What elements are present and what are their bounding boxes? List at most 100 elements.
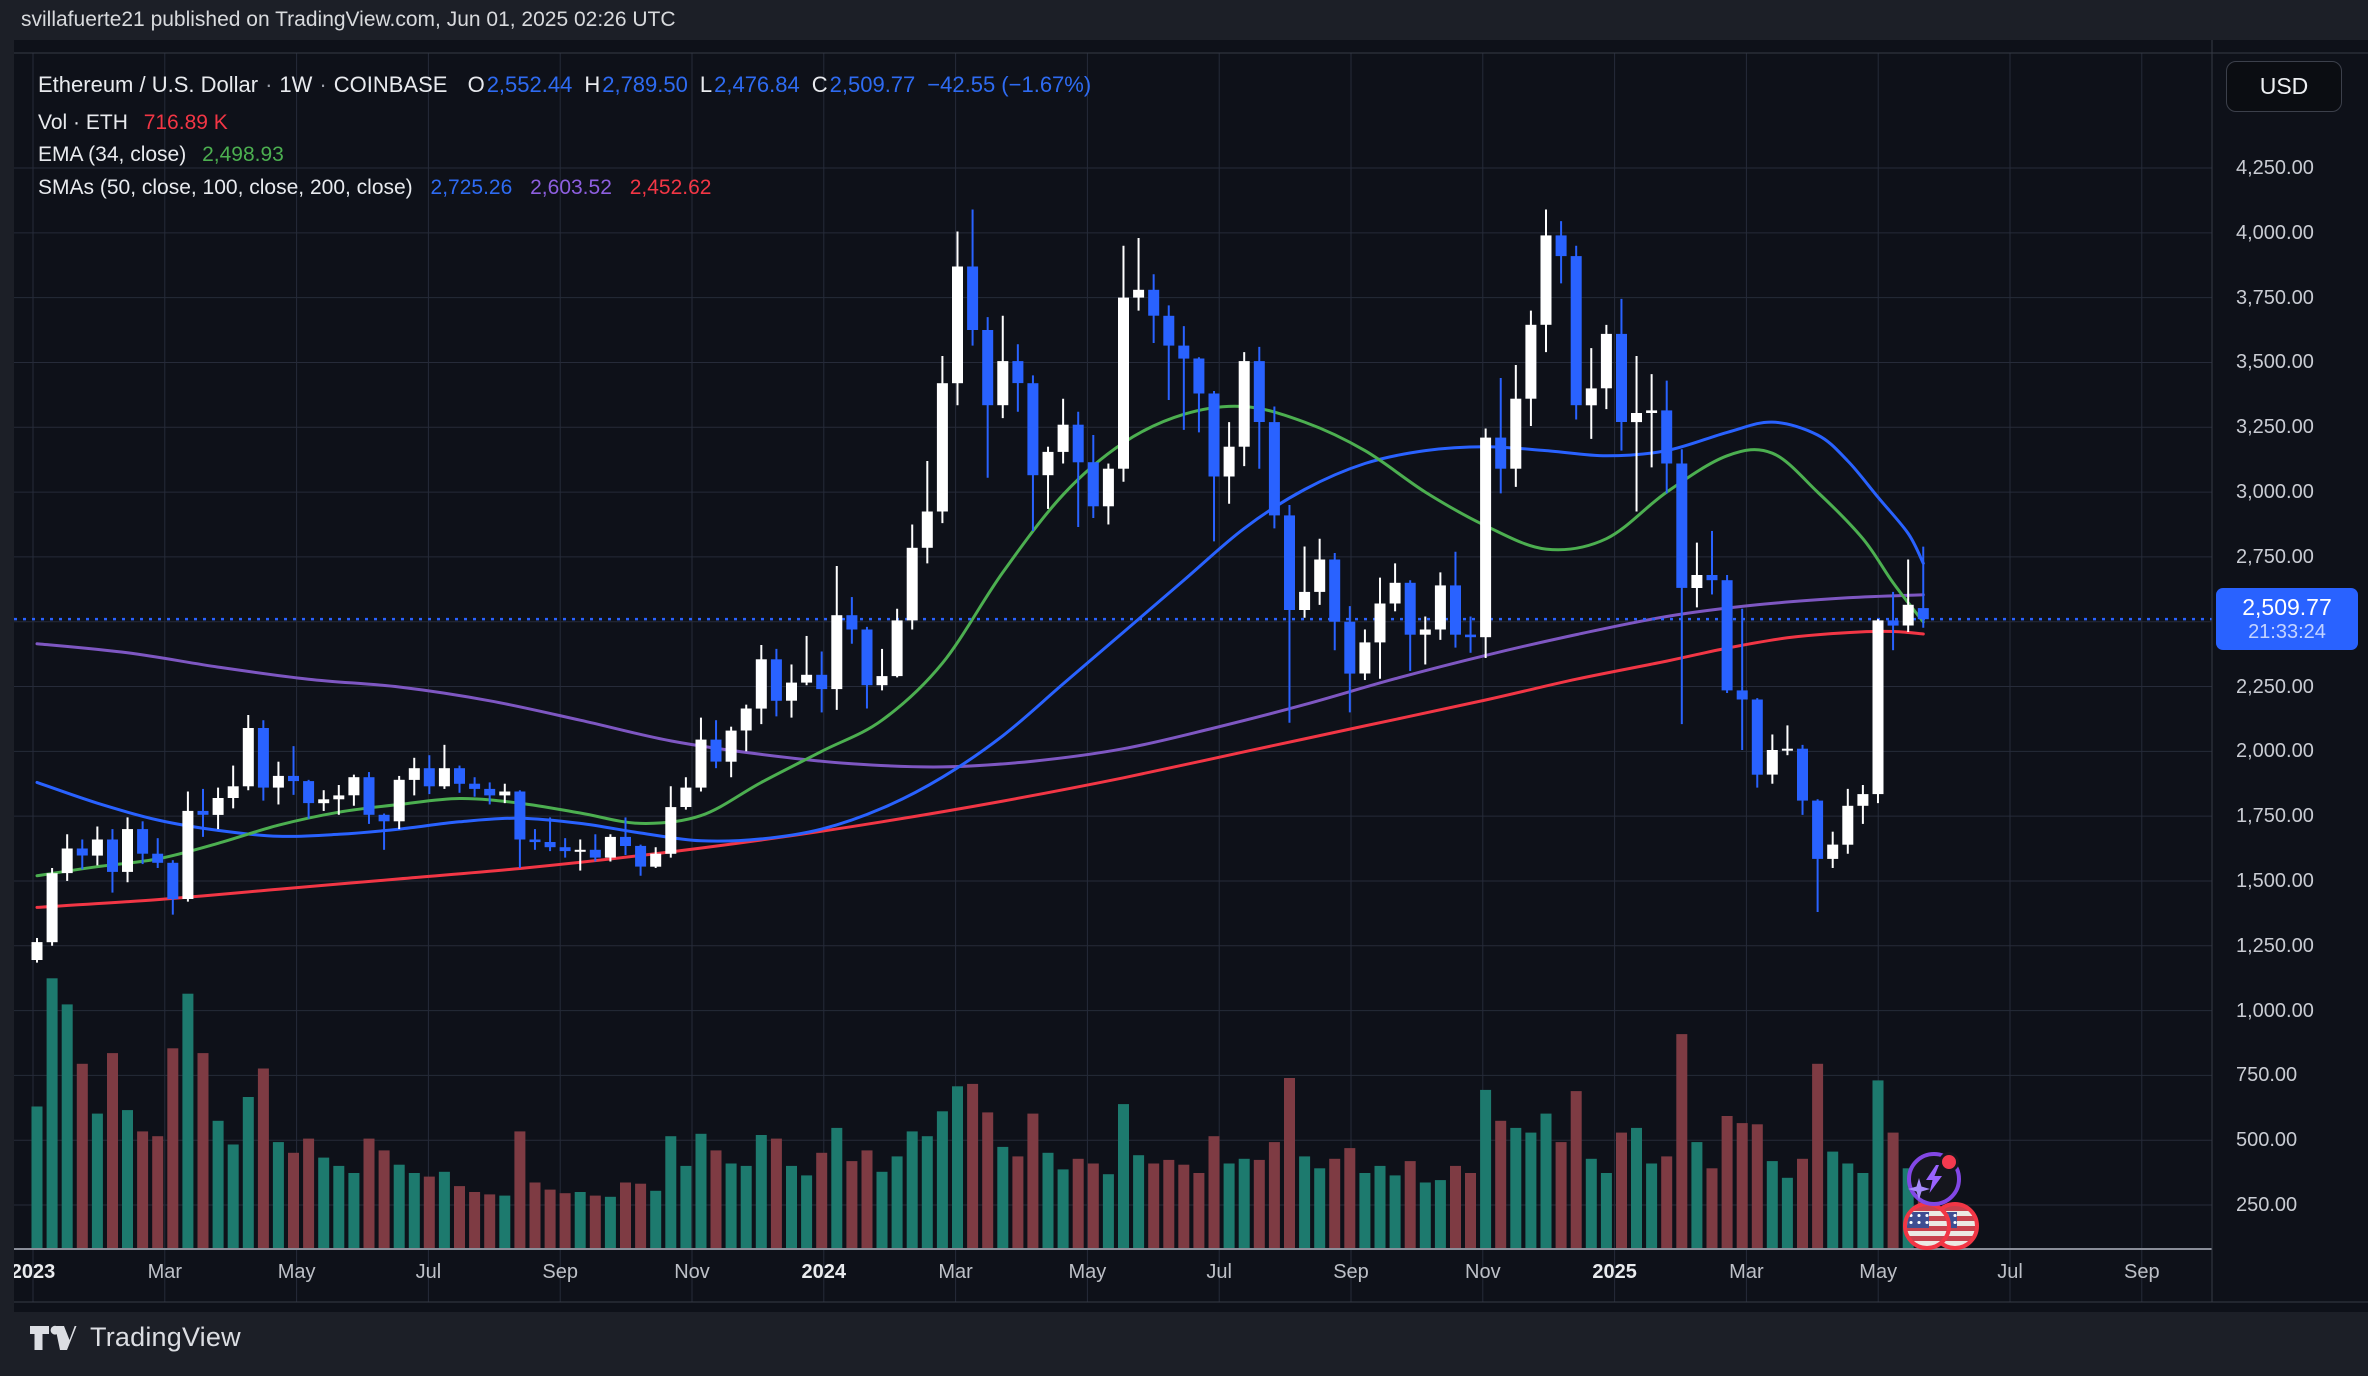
candle (1419, 629, 1431, 635)
time-tick-label: May (1859, 1261, 1898, 1283)
candle (31, 942, 43, 960)
candle (1616, 333, 1627, 422)
volume-bar (318, 1157, 330, 1249)
candle (61, 848, 73, 874)
candle (574, 849, 586, 852)
ema-label: EMA (34, close) (38, 143, 187, 166)
volume-bar (1102, 1174, 1114, 1249)
time-tick-label: Sep (542, 1261, 578, 1283)
volume-bar (1133, 1155, 1145, 1249)
candle (1555, 235, 1567, 257)
volume-bar (1751, 1124, 1763, 1249)
price-scale[interactable]: 2,509.77 21:33:24 4,250.00 4,000.00 3,750.… (2212, 40, 2368, 1312)
volume-bar (1087, 1163, 1099, 1249)
volume-bar (589, 1195, 601, 1249)
candle (1827, 844, 1839, 859)
candle (227, 786, 239, 798)
volume-bar (197, 1053, 209, 1249)
volume-bar (1223, 1163, 1235, 1249)
candle (1480, 437, 1492, 638)
exchange-label: COINBASE (333, 72, 448, 97)
ema-value: 2,498.93 (202, 143, 284, 166)
volume-bar (1812, 1063, 1824, 1250)
candle (438, 768, 450, 787)
candle (665, 807, 677, 854)
price-tick-label: 2,000.00 (2236, 740, 2314, 763)
volume-bar (529, 1182, 541, 1249)
candle (1646, 410, 1658, 413)
volume-bar (182, 993, 194, 1249)
time-tick-label: 2025 (1592, 1261, 1637, 1283)
candle (1133, 289, 1145, 298)
candle (1374, 603, 1386, 643)
price-tick-label: 2,250.00 (2236, 675, 2314, 698)
price-tick-label: 3,750.00 (2236, 286, 2314, 309)
price-tick-label: 1,000.00 (2236, 999, 2314, 1022)
volume-bar (1057, 1169, 1069, 1249)
volume-bar (227, 1144, 239, 1249)
volume-bar (1585, 1158, 1597, 1250)
candle (1585, 388, 1597, 406)
volume-bar (31, 1106, 43, 1249)
candle (1434, 585, 1446, 630)
volume-value: 716.89 K (143, 111, 228, 134)
volume-bar (861, 1150, 873, 1249)
time-scale[interactable]: 2023 Mar May Jul Sep Nov 2024 Mar May Jul Sep Nov 20… (14, 1249, 2212, 1302)
chart-background (14, 40, 2368, 1312)
price-tick-label: 4,000.00 (2236, 221, 2314, 244)
candle (936, 383, 948, 512)
candle (982, 330, 994, 406)
volume-bar (770, 1138, 782, 1249)
volume-bar (1570, 1091, 1582, 1249)
candle (1284, 515, 1295, 610)
volume-bar (1797, 1158, 1808, 1250)
candle (544, 842, 556, 848)
candle (122, 829, 133, 872)
volume-bar (906, 1131, 918, 1249)
symbol-title-row: Ethereum / U.S. Dollar · 1W · COINBASE O2,55… (38, 72, 1092, 97)
candle (997, 361, 1009, 406)
volume-legend-row: Vol · ETH 716.89 K (38, 110, 228, 136)
ma-line-sma100 (35, 593, 1925, 769)
candle (1917, 608, 1929, 620)
candle (1012, 361, 1024, 384)
currency-toggle-button[interactable]: USD (2226, 61, 2342, 112)
tradingview-logo-icon (30, 1325, 77, 1350)
candle (589, 849, 601, 858)
volume-bar (982, 1112, 994, 1249)
candle (1706, 575, 1718, 581)
volume-bar (484, 1194, 496, 1249)
volume-bar (635, 1183, 647, 1249)
price-tick-label: 3,250.00 (2236, 416, 2314, 439)
usa-flag-icon[interactable] (1903, 1202, 1951, 1250)
tradingview-logo[interactable]: TradingView (30, 1322, 241, 1353)
candle (1163, 315, 1175, 346)
volume-bar (786, 1165, 797, 1249)
candle (1299, 591, 1311, 610)
time-tick-label: Mar (1729, 1261, 1764, 1283)
time-tick-label: Jul (1997, 1261, 2023, 1283)
volume-bar (1389, 1175, 1401, 1249)
volume-bar (272, 1142, 284, 1249)
volume-bar (680, 1165, 692, 1249)
time-tick-label: Mar (147, 1261, 183, 1283)
candle (318, 799, 330, 804)
price-tick-label: 250.00 (2236, 1194, 2298, 1216)
time-tick-label: Nov (1465, 1261, 1501, 1283)
volume-bar (1374, 1165, 1386, 1249)
volume-bar (1314, 1168, 1326, 1250)
candle (499, 791, 511, 796)
candle (1057, 424, 1069, 452)
candle (288, 775, 299, 782)
volume-bar (1646, 1163, 1658, 1249)
price-tick-label: 3,000.00 (2236, 481, 2314, 504)
candle (1027, 383, 1039, 476)
price-tick-label: 4,250.00 (2236, 157, 2314, 179)
volume-bar (1419, 1182, 1431, 1249)
candle (755, 659, 767, 709)
volume-bar (1525, 1132, 1537, 1249)
lightning-reaction-badge[interactable] (1907, 1152, 1961, 1206)
candle (152, 853, 164, 863)
volume-bar (1163, 1159, 1175, 1249)
